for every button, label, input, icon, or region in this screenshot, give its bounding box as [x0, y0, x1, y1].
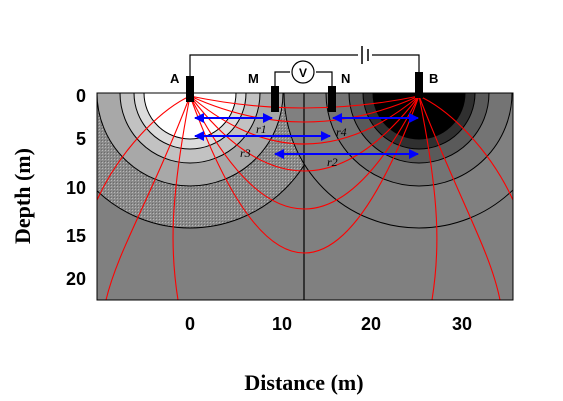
battery-icon: [361, 46, 369, 64]
label-r4: r4: [336, 125, 347, 139]
contour-a-5: [143, 93, 237, 140]
y-tick-10: 10: [66, 178, 86, 198]
distance-arrows: [194, 113, 419, 159]
voltmeter-label: V: [299, 66, 307, 80]
electrode-a: [186, 76, 194, 102]
label-n: N: [341, 71, 350, 86]
label-r2: r2: [327, 155, 338, 169]
subsurface-section: [97, 93, 513, 300]
label-b: B: [429, 71, 438, 86]
x-tick-20: 20: [361, 314, 381, 334]
plot-frame: [96, 92, 514, 301]
y-tick-labels: 0 5 10 15 20: [66, 86, 86, 289]
y-tick-15: 15: [66, 226, 86, 246]
y-axis-title: Depth (m): [10, 148, 35, 244]
x-axis-title: Distance (m): [244, 370, 363, 395]
x-tick-30: 30: [452, 314, 472, 334]
contour-b-5: [372, 93, 466, 140]
electrode-n: [328, 86, 336, 112]
y-tick-0: 0: [76, 86, 86, 106]
label-r3: r3: [240, 146, 251, 160]
circuit-wires: [189, 54, 420, 86]
label-m: M: [248, 71, 259, 86]
label-a: A: [170, 71, 180, 86]
x-tick-labels: 0 10 20 30: [185, 314, 472, 334]
y-tick-5: 5: [76, 129, 86, 149]
voltmeter-icon: [291, 60, 315, 84]
electrode-m: [271, 86, 279, 112]
x-tick-0: 0: [185, 314, 195, 334]
label-r1: r1: [256, 122, 267, 136]
electrode-b: [415, 72, 423, 98]
x-tick-10: 10: [272, 314, 292, 334]
y-tick-20: 20: [66, 269, 86, 289]
